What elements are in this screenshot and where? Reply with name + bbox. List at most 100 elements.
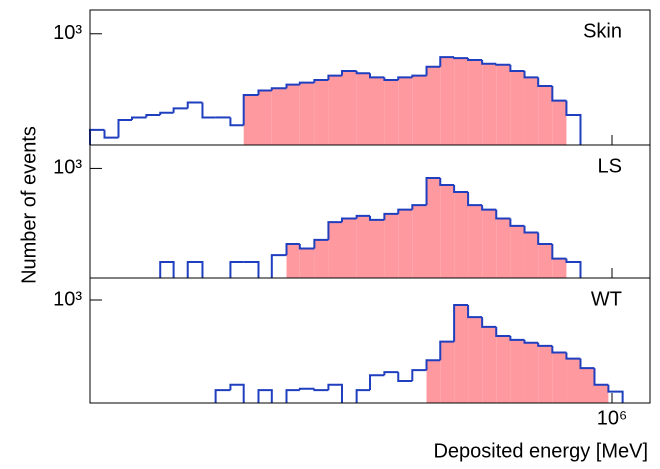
histogram-step <box>340 217 357 223</box>
histogram-step <box>298 387 315 391</box>
histogram-step <box>159 111 174 116</box>
histogram-bar <box>370 77 385 145</box>
histogram-step <box>298 244 315 250</box>
histogram-bar <box>398 77 413 145</box>
histogram-bar <box>496 218 511 278</box>
histogram-bar <box>426 360 441 403</box>
histogram-bar <box>243 94 259 145</box>
histogram-bar <box>496 64 511 145</box>
histogram-bar <box>482 326 497 403</box>
histogram-step <box>214 389 231 403</box>
histogram-bar <box>454 58 469 145</box>
histogram-step <box>467 191 483 207</box>
histogram-bar <box>356 215 371 278</box>
panel-label: WT <box>591 288 622 310</box>
histogram-bar <box>370 219 385 278</box>
histogram-step <box>270 254 287 278</box>
histogram-step <box>186 260 204 278</box>
histogram-bar <box>524 342 539 403</box>
histogram-bar <box>482 209 497 278</box>
histogram-step <box>285 243 300 256</box>
histogram-bar <box>468 205 483 278</box>
histogram-step <box>509 218 525 227</box>
histogram-bar <box>286 244 300 278</box>
histogram-step <box>453 57 469 60</box>
histogram-step <box>369 215 385 221</box>
histogram-step <box>313 78 329 83</box>
histogram-bar <box>299 82 315 145</box>
histogram-step <box>355 70 371 75</box>
histogram-bar <box>286 84 300 145</box>
histogram-bar <box>552 258 567 278</box>
histogram-step <box>439 177 455 187</box>
histogram-step <box>523 339 539 344</box>
histogram-step <box>340 69 357 76</box>
histogram-bar <box>440 341 455 403</box>
histogram-bar <box>510 70 525 145</box>
y-tick-label: 10³ <box>53 22 82 44</box>
histogram-step <box>257 89 272 95</box>
histogram-step <box>481 205 497 211</box>
histogram-step <box>593 368 609 386</box>
histogram-step <box>285 389 300 403</box>
histogram-step <box>172 107 188 113</box>
histogram-step <box>327 221 342 240</box>
histogram-step <box>327 383 343 403</box>
histogram-step <box>229 260 244 278</box>
histogram-bar <box>398 209 413 278</box>
histogram-bar <box>552 352 567 403</box>
histogram-step <box>607 384 624 403</box>
histogram-step <box>201 102 216 119</box>
histogram-step <box>369 374 385 391</box>
panel-label: Skin <box>583 20 622 42</box>
histogram-step <box>411 204 427 210</box>
histogram-bar <box>482 63 497 145</box>
y-axis-label: Number of events <box>18 126 40 284</box>
histogram-bar <box>314 239 329 278</box>
histogram-bar <box>328 222 342 278</box>
histogram-step <box>551 345 567 354</box>
histogram-bar <box>468 317 483 403</box>
histogram-step <box>411 74 427 78</box>
histogram-step <box>103 129 119 139</box>
histogram-bar <box>440 57 455 145</box>
histogram-step <box>270 87 287 91</box>
histogram-step <box>383 371 399 376</box>
histogram-bar <box>426 177 441 278</box>
histogram-bar <box>454 305 469 403</box>
histogram-step <box>257 389 273 403</box>
histogram-bar <box>538 86 553 145</box>
histogram-step <box>565 100 582 145</box>
histogram-step <box>565 352 581 360</box>
histogram-bar <box>258 90 272 145</box>
histogram-bar <box>552 100 567 145</box>
histogram-step <box>397 372 413 382</box>
histogram-step <box>481 317 497 328</box>
histogram-bar <box>271 88 287 145</box>
histogram-bar <box>328 75 342 145</box>
histogram-step <box>425 176 441 206</box>
histogram-bar <box>299 248 315 278</box>
histogram-step <box>495 209 511 220</box>
histogram-bar <box>510 225 525 278</box>
histogram-step <box>439 340 455 361</box>
histogram-step <box>243 260 260 278</box>
y-tick-label: 10³ <box>53 157 82 179</box>
histogram-step <box>537 77 553 88</box>
histogram-step <box>425 65 441 76</box>
histogram-bar <box>538 345 553 403</box>
histogram-bar <box>356 73 371 145</box>
histogram-step <box>551 244 567 260</box>
histogram-bar <box>538 244 553 278</box>
histogram-bar <box>341 218 357 278</box>
histogram-step <box>397 208 413 214</box>
histogram-step <box>383 77 399 81</box>
histogram-step <box>425 359 441 371</box>
histogram-step <box>411 369 427 381</box>
histogram-step <box>495 63 511 66</box>
x-tick-label: 10⁶ <box>597 407 627 429</box>
histogram-step <box>145 114 161 118</box>
histogram-step <box>551 86 567 102</box>
histogram-step <box>298 81 315 85</box>
